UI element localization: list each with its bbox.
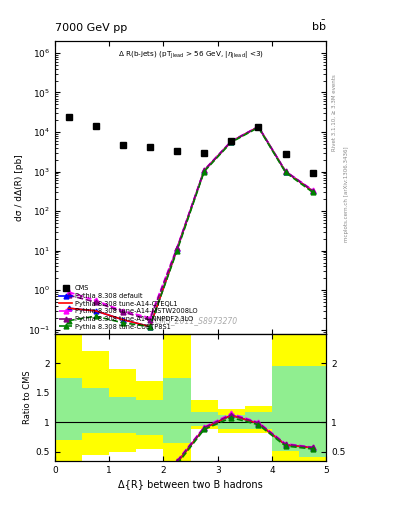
Pythia 8.308 tune-A14-NNPDF2.3LO xyxy=(148,316,152,323)
Text: $\Delta$ R(b-jets) (pT$_{\rm Jlead}$ > 56 GeV, |$\eta_{\rm Jlead}$| <3): $\Delta$ R(b-jets) (pT$_{\rm Jlead}$ > 5… xyxy=(118,50,264,61)
CMS xyxy=(148,144,152,150)
CMS xyxy=(229,138,234,144)
Line: CMS: CMS xyxy=(66,114,316,177)
Bar xyxy=(55,378,82,440)
Pythia 8.308 tune-A14-NNPDF2.3LO xyxy=(121,309,125,315)
Pythia 8.308 tune-A14-CTEQL1 xyxy=(202,167,207,174)
Pythia 8.308 tune-A14-NNPDF2.3LO xyxy=(175,245,180,251)
Text: mcplots.cern.ch [arXiv:1306.3436]: mcplots.cern.ch [arXiv:1306.3436] xyxy=(344,147,349,242)
Pythia 8.308 tune-A14-CTEQL1 xyxy=(310,188,315,194)
Text: b$\bar{\rm b}$: b$\bar{\rm b}$ xyxy=(311,19,326,33)
Bar xyxy=(82,351,109,455)
Line: Pythia 8.308 tune-A14-NNPDF2.3LO: Pythia 8.308 tune-A14-NNPDF2.3LO xyxy=(66,124,315,322)
Pythia 8.308 default xyxy=(175,246,180,252)
Pythia 8.308 tune-CUETP8S1 xyxy=(148,324,152,330)
Pythia 8.308 default xyxy=(283,168,288,175)
Pythia 8.308 tune-A14-NNPDF2.3LO xyxy=(256,123,261,130)
Pythia 8.308 tune-CUETP8S1 xyxy=(94,313,98,319)
Pythia 8.308 tune-A14-NNPDF2.3LO xyxy=(283,168,288,175)
Y-axis label: Ratio to CMS: Ratio to CMS xyxy=(23,370,31,424)
Pythia 8.308 tune-A14-MSTW2008LO xyxy=(148,315,152,321)
Bar xyxy=(55,334,82,461)
CMS xyxy=(175,147,180,154)
Pythia 8.308 tune-CUETP8S1 xyxy=(175,248,180,254)
Pythia 8.308 tune-A14-CTEQL1 xyxy=(148,324,152,330)
Pythia 8.308 tune-A14-CTEQL1 xyxy=(66,305,71,311)
Bar xyxy=(218,409,245,433)
Pythia 8.308 tune-A14-CTEQL1 xyxy=(121,316,125,323)
Pythia 8.308 tune-CUETP8S1 xyxy=(283,169,288,176)
CMS xyxy=(94,122,98,129)
Bar xyxy=(136,400,163,435)
Bar xyxy=(245,406,272,433)
Pythia 8.308 default xyxy=(94,308,98,314)
Text: Rivet 3.1.10, ≥ 3.3M events: Rivet 3.1.10, ≥ 3.3M events xyxy=(332,74,337,151)
Bar xyxy=(82,388,109,433)
CMS xyxy=(283,151,288,157)
Pythia 8.308 tune-A14-CTEQL1 xyxy=(94,308,98,314)
Pythia 8.308 tune-A14-NNPDF2.3LO xyxy=(202,167,207,173)
CMS xyxy=(310,170,315,177)
Pythia 8.308 tune-A14-MSTW2008LO xyxy=(66,289,71,295)
Line: Pythia 8.308 tune-A14-MSTW2008LO: Pythia 8.308 tune-A14-MSTW2008LO xyxy=(66,124,315,321)
Pythia 8.308 tune-CUETP8S1 xyxy=(202,168,207,175)
Pythia 8.308 default xyxy=(229,139,234,145)
Pythia 8.308 tune-A14-MSTW2008LO xyxy=(121,308,125,314)
Pythia 8.308 tune-A14-MSTW2008LO xyxy=(94,297,98,304)
Bar xyxy=(136,381,163,449)
X-axis label: Δ{R} between two B hadrons: Δ{R} between two B hadrons xyxy=(118,479,263,489)
Bar xyxy=(163,378,191,443)
Pythia 8.308 default xyxy=(202,167,207,174)
Legend: CMS, Pythia 8.308 default, Pythia 8.308 tune-A14-CTEQL1, Pythia 8.308 tune-A14-M: CMS, Pythia 8.308 default, Pythia 8.308 … xyxy=(57,283,200,332)
Pythia 8.308 tune-A14-MSTW2008LO xyxy=(310,187,315,193)
Pythia 8.308 tune-CUETP8S1 xyxy=(66,317,71,324)
Bar xyxy=(218,415,245,430)
Pythia 8.308 tune-A14-NNPDF2.3LO xyxy=(229,138,234,144)
Pythia 8.308 tune-A14-MSTW2008LO xyxy=(175,244,180,250)
Pythia 8.308 tune-A14-CTEQL1 xyxy=(229,139,234,145)
Pythia 8.308 default xyxy=(256,124,261,130)
Pythia 8.308 default xyxy=(66,305,71,311)
Pythia 8.308 default xyxy=(310,188,315,194)
Bar xyxy=(272,334,299,461)
Pythia 8.308 tune-A14-NNPDF2.3LO xyxy=(66,292,71,298)
Line: Pythia 8.308 default: Pythia 8.308 default xyxy=(66,124,315,329)
Bar xyxy=(191,412,218,426)
Bar xyxy=(163,334,191,461)
Text: CMS_2011_S8973270: CMS_2011_S8973270 xyxy=(154,316,238,325)
Pythia 8.308 default xyxy=(121,316,125,323)
Pythia 8.308 tune-CUETP8S1 xyxy=(121,319,125,326)
Line: Pythia 8.308 tune-CUETP8S1: Pythia 8.308 tune-CUETP8S1 xyxy=(66,125,315,329)
Pythia 8.308 tune-A14-MSTW2008LO xyxy=(256,123,261,130)
Bar xyxy=(299,334,326,461)
Bar xyxy=(109,397,136,433)
Pythia 8.308 tune-A14-CTEQL1 xyxy=(175,246,180,252)
Pythia 8.308 tune-A14-NNPDF2.3LO xyxy=(310,187,315,194)
CMS xyxy=(202,150,207,156)
CMS xyxy=(121,141,125,147)
Pythia 8.308 tune-CUETP8S1 xyxy=(256,124,261,131)
Bar xyxy=(272,366,299,451)
Text: 7000 GeV pp: 7000 GeV pp xyxy=(55,23,127,33)
Y-axis label: dσ / dΔ(R) [pb]: dσ / dΔ(R) [pb] xyxy=(15,154,24,221)
CMS xyxy=(66,114,71,120)
Pythia 8.308 tune-A14-CTEQL1 xyxy=(256,124,261,130)
Bar xyxy=(191,400,218,430)
Bar xyxy=(299,366,326,457)
Bar xyxy=(109,369,136,452)
CMS xyxy=(256,124,261,130)
Pythia 8.308 default xyxy=(148,324,152,330)
Pythia 8.308 tune-A14-NNPDF2.3LO xyxy=(94,299,98,305)
Pythia 8.308 tune-A14-CTEQL1 xyxy=(283,168,288,175)
Pythia 8.308 tune-CUETP8S1 xyxy=(310,189,315,195)
Pythia 8.308 tune-CUETP8S1 xyxy=(229,139,234,145)
Pythia 8.308 tune-A14-MSTW2008LO xyxy=(283,168,288,174)
Bar xyxy=(245,412,272,430)
Pythia 8.308 tune-A14-MSTW2008LO xyxy=(202,167,207,173)
Pythia 8.308 tune-A14-MSTW2008LO xyxy=(229,138,234,144)
Line: Pythia 8.308 tune-A14-CTEQL1: Pythia 8.308 tune-A14-CTEQL1 xyxy=(69,127,313,327)
